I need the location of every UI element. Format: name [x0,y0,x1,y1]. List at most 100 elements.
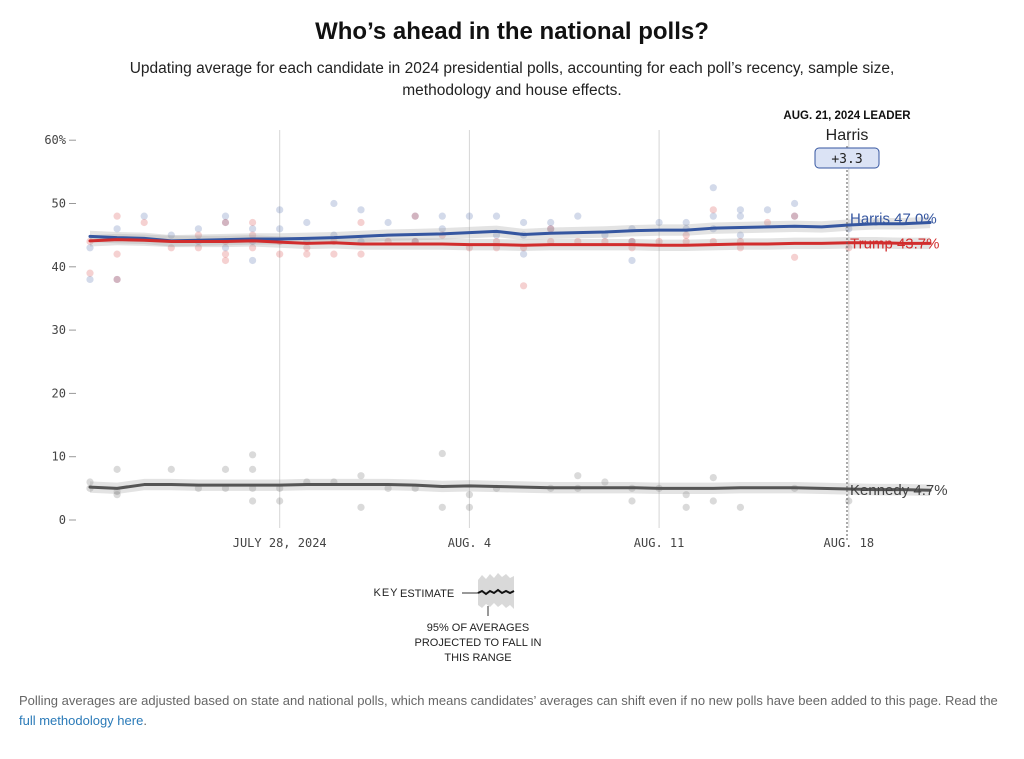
trump-poll-dot [303,250,311,258]
trump-poll-dot [249,231,257,239]
harris-poll-dot [628,256,636,265]
kennedy-poll-dot [357,503,365,511]
y-tick-label: 10 [52,450,66,464]
harris-poll-dot [465,212,473,220]
x-tick-label: JULY 28, 2024 [233,536,327,550]
end-labels: Harris 47.0% Trump 43.7% Kennedy 4.7% [850,210,948,499]
y-tick-label: 40 [52,260,66,274]
kennedy-poll-dot [86,478,94,486]
harris-end-label: Harris 47.0% [850,210,937,227]
trump-poll-dot [303,244,311,252]
trump-poll-dot [330,250,338,258]
harris-poll-dot [736,231,745,239]
kennedy-poll-dot [465,491,473,499]
harris-poll-dot [547,225,555,233]
y-tick-label: 30 [52,323,66,337]
harris-poll-dot [113,225,121,233]
kennedy-poll-dot [601,478,609,486]
harris-poll-dot [86,275,94,284]
trump-poll-dot [194,244,202,252]
harris-poll-dot [194,225,202,233]
leader-margin: +3.3 [831,152,862,167]
trump-poll-dot [194,231,202,239]
trump-poll-dot [249,244,257,252]
harris-poll-dot [492,212,501,220]
kennedy-average-line [88,483,932,492]
kennedy-poll-dot [438,449,446,458]
leader-margin-badge [814,147,880,169]
trump-poll-dot [520,282,528,290]
trump-poll-dot [113,275,121,284]
kennedy-poll-dot [438,503,446,511]
key-range-note-1: 95% OF AVERAGES [427,622,530,634]
harris-poll-dot [249,225,257,233]
trump-poll-dot [655,237,663,246]
kennedy-poll-dot [574,472,582,480]
trump-poll-dot [221,250,230,258]
harris-poll-dot [763,206,772,214]
kennedy-poll-dot [682,491,690,499]
harris-poll-dot [221,212,230,220]
footer-end: . [143,713,147,728]
harris-poll-dot [438,212,446,220]
harris-poll-dot [330,199,338,208]
trump-poll-dot [276,250,284,258]
trump-poll-dot [86,269,94,277]
harris-poll-dot [791,212,799,220]
harris-poll-dot [709,184,717,192]
harris-poll-dot [276,206,284,214]
kennedy-poll-dot [249,451,257,459]
harris-poll-dot [167,231,175,239]
kennedy-poll-dot [736,503,745,511]
key: KEY ESTIMATE 95% OF AVERAGES PROJECTED T… [373,573,542,664]
kennedy-end-label: Kennedy 4.7% [850,482,948,499]
kennedy-poll-dot [113,465,121,473]
trump-poll-dot [113,250,121,258]
gridlines [279,130,850,528]
x-tick-label: AUG. 4 [448,536,491,550]
harris-poll-dot [276,225,284,233]
key-range-note-3: THIS RANGE [444,652,511,664]
kennedy-poll-dot [682,503,690,511]
trump-poll-dot [709,206,717,214]
key-estimate-label: ESTIMATE [400,588,454,600]
kennedy-poll-dot [249,465,257,473]
trump-poll-dot [113,212,121,220]
x-tick-label: AUG. 11 [634,536,685,550]
harris-poll-dot [303,218,311,227]
harris-poll-dot [221,218,230,227]
harris-poll-dot [520,250,528,258]
harris-poll-dot [249,256,257,265]
trump-poll-dot [791,212,799,220]
y-tick-label: 60% [44,133,66,147]
key-estimate-line [477,588,515,596]
harris-poll-dot [86,244,94,252]
leader-name: Harris [826,127,869,144]
harris-poll-dot [140,212,148,220]
trump-poll-dot [221,256,230,265]
kennedy-poll-dot [628,497,636,505]
harris-average-line [88,220,932,243]
x-axis: JULY 28, 2024 AUG. 4 AUG. 11 AUG. 18 [233,536,874,550]
footer-note: Polling averages are adjusted based on s… [19,691,1009,731]
harris-poll-dot [520,218,528,227]
kennedy-poll-dot [384,484,392,492]
y-tick-label: 20 [52,386,66,400]
trump-poll-dot [140,218,148,227]
methodology-link[interactable]: full methodology here [19,713,144,728]
trump-poll-dot [547,225,555,233]
harris-poll-dot [574,212,582,220]
harris-poll-dot [384,218,392,227]
kennedy-poll-dot [113,491,121,499]
kennedy-poll-dot [709,497,717,505]
poll-chart: 0 10 20 30 40 50 60% JULY 28, 2024 AUG. 4 AUG. 1… [44,110,948,664]
trump-poll-dot [791,253,799,261]
harris-poll-dot [709,212,717,220]
trump-poll-dot [357,218,365,227]
trump-poll-dot [763,218,772,227]
harris-poll-dot [438,225,446,233]
trump-poll-dot [682,231,690,239]
y-tick-label: 50 [52,197,66,211]
trump-poll-dot [167,244,175,252]
harris-poll-dot [655,218,663,227]
